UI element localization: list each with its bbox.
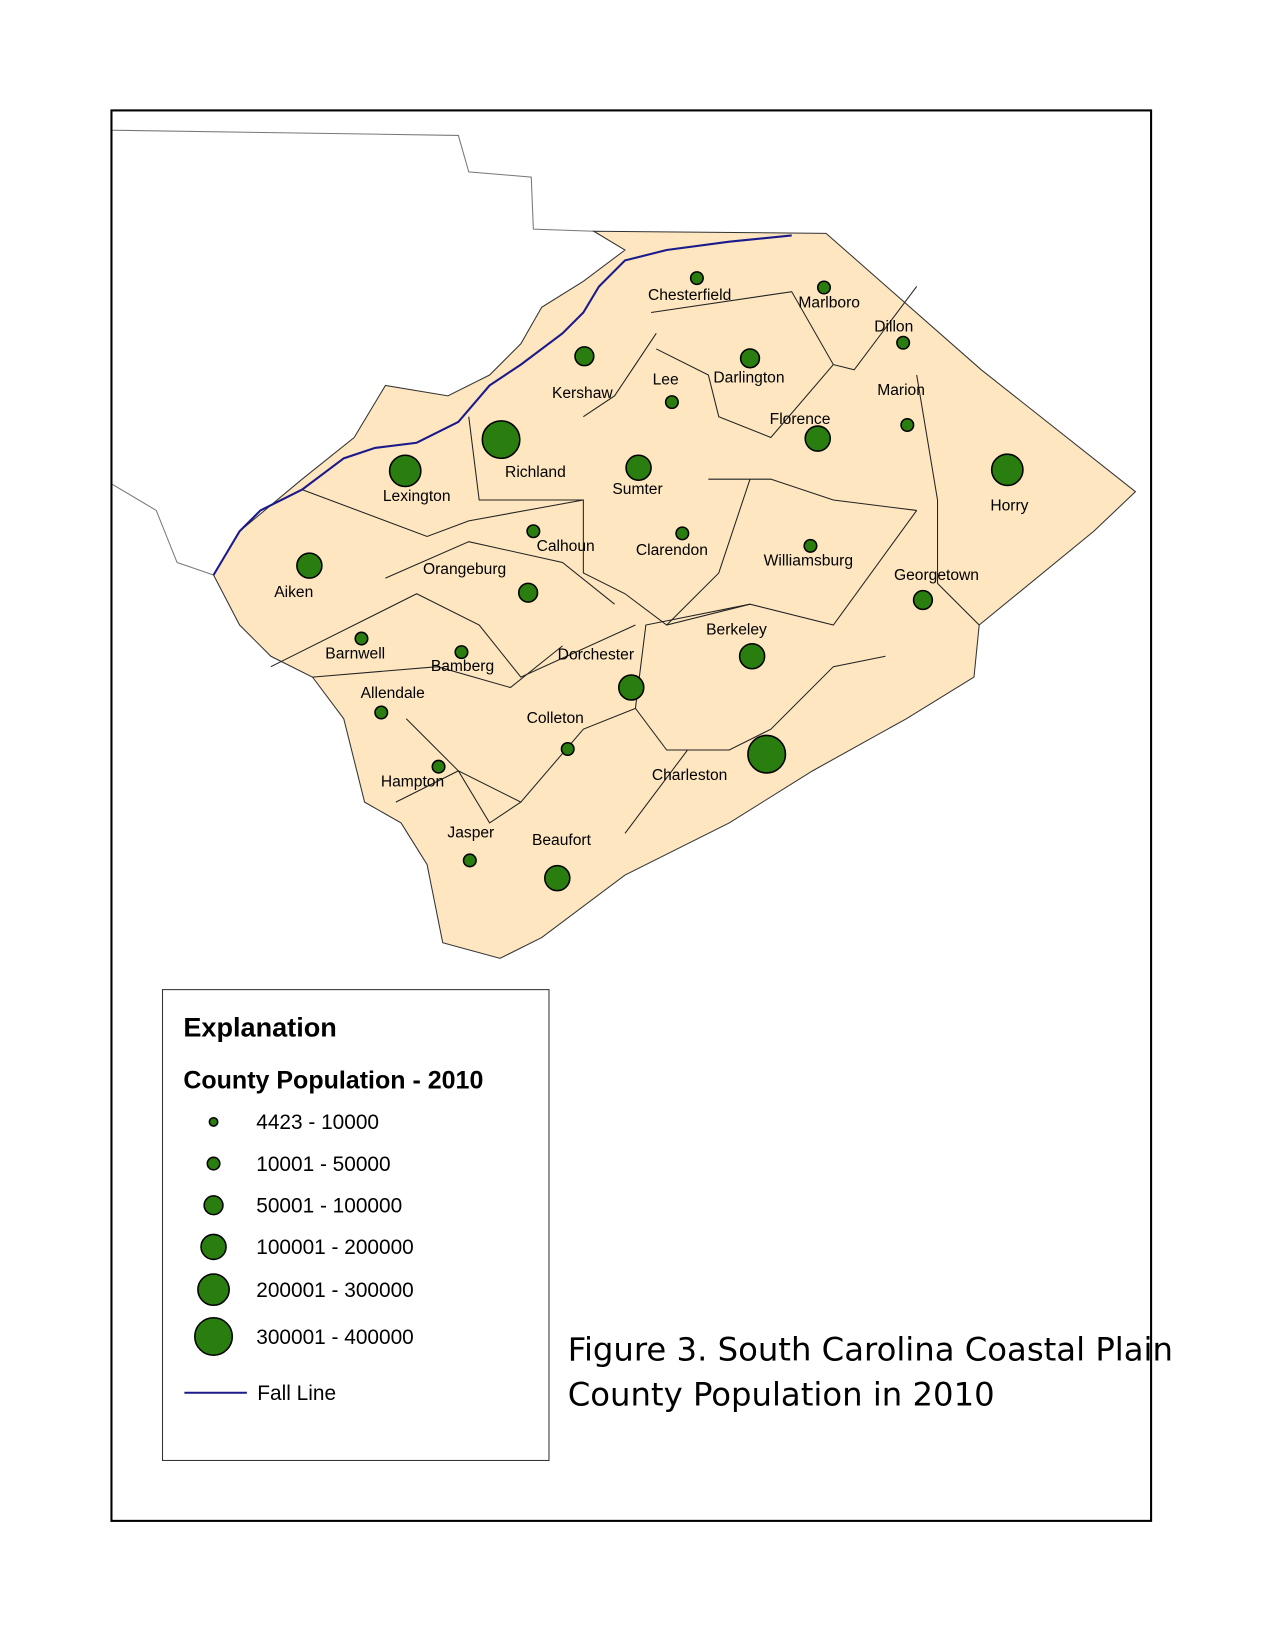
county-symbol bbox=[816, 280, 832, 295]
caption: County Population in 2010 bbox=[568, 1375, 995, 1413]
county-label: Hampton bbox=[381, 773, 444, 790]
county-label: Sumter bbox=[612, 481, 662, 498]
map-frame bbox=[110, 109, 1153, 1522]
county-label: Florence bbox=[770, 411, 831, 428]
county-symbol bbox=[388, 454, 422, 488]
legend-symbol bbox=[206, 1156, 221, 1171]
county-symbol bbox=[912, 589, 934, 611]
legend-symbol bbox=[200, 1233, 227, 1261]
county-label: Bamberg bbox=[431, 658, 494, 675]
county-label: Georgetown bbox=[894, 567, 979, 584]
legend-symbol bbox=[194, 1316, 234, 1357]
county-symbol bbox=[574, 346, 595, 367]
county-label: Marlboro bbox=[798, 294, 860, 311]
state-border bbox=[112, 483, 214, 576]
county-symbol bbox=[664, 395, 679, 410]
caption: Figure 3. South Carolina Coastal Plain bbox=[568, 1330, 1173, 1368]
county-label: Lee bbox=[653, 371, 679, 388]
legend-box bbox=[161, 989, 550, 1461]
county-symbol bbox=[738, 642, 766, 670]
county-label: Dillon bbox=[874, 318, 913, 335]
county-symbol bbox=[739, 348, 761, 369]
county-label: Aiken bbox=[274, 584, 313, 601]
legend-label: 4423 - 10000 bbox=[256, 1111, 379, 1134]
county-label: Barnwell bbox=[325, 645, 385, 662]
county-label: Marion bbox=[877, 382, 925, 399]
county-symbol bbox=[526, 524, 541, 539]
legend-symbol bbox=[197, 1273, 230, 1307]
legend-symbol bbox=[208, 1116, 219, 1127]
legend-label: 300001 - 400000 bbox=[256, 1326, 414, 1349]
county-label: Lexington bbox=[383, 488, 451, 505]
county-label: Clarendon bbox=[636, 542, 708, 559]
legend-symbol bbox=[203, 1195, 224, 1216]
county-symbol bbox=[689, 271, 704, 286]
county-label: Richland bbox=[505, 464, 566, 481]
legend-label: 100001 - 200000 bbox=[256, 1236, 414, 1259]
county-symbol bbox=[296, 552, 323, 579]
county-symbol bbox=[990, 453, 1024, 487]
county-symbol bbox=[625, 454, 652, 482]
county-label: Charleston bbox=[652, 767, 728, 784]
legend-label: Fall Line bbox=[257, 1382, 336, 1405]
county-label: Williamsburg bbox=[764, 553, 853, 570]
county-symbol bbox=[462, 853, 477, 868]
county-label: Allendale bbox=[361, 685, 425, 702]
county-symbol bbox=[747, 734, 787, 774]
county-label: Berkeley bbox=[706, 621, 767, 638]
county-symbol bbox=[560, 741, 575, 757]
county-label: Chesterfield bbox=[648, 287, 731, 304]
legend-subtitle: County Population - 2010 bbox=[183, 1067, 483, 1095]
legend-title: Explanation bbox=[183, 1011, 336, 1042]
coastal-plain bbox=[212, 230, 1137, 959]
legend-label: 50001 - 100000 bbox=[256, 1195, 402, 1218]
fall-line bbox=[212, 234, 792, 576]
county-label: Colleton bbox=[527, 710, 584, 727]
county-symbol bbox=[481, 420, 521, 460]
county-symbol bbox=[431, 759, 446, 774]
county-label: Horry bbox=[990, 497, 1028, 514]
county-label: Orangeburg bbox=[423, 561, 506, 578]
county-symbol bbox=[454, 645, 469, 660]
county-symbol bbox=[803, 538, 818, 553]
county-label: Darlington bbox=[713, 369, 784, 386]
county-label: Calhoun bbox=[537, 538, 595, 555]
legend-label: 10001 - 50000 bbox=[256, 1153, 390, 1176]
county-symbol bbox=[544, 864, 571, 892]
state-border bbox=[112, 129, 594, 232]
county-symbol bbox=[354, 631, 369, 646]
county-label: Jasper bbox=[447, 825, 494, 842]
county-symbol bbox=[374, 705, 389, 720]
county-symbol bbox=[896, 335, 911, 350]
county-label: Beaufort bbox=[532, 832, 592, 849]
county-symbol bbox=[617, 674, 645, 701]
county-symbol bbox=[675, 526, 690, 541]
county-label: Kershaw bbox=[552, 385, 613, 402]
county-symbol bbox=[517, 582, 539, 603]
legend-label: 200001 - 300000 bbox=[256, 1279, 414, 1302]
county-symbol bbox=[804, 425, 832, 452]
county-label: Dorchester bbox=[558, 646, 634, 663]
county-symbol bbox=[900, 417, 915, 433]
